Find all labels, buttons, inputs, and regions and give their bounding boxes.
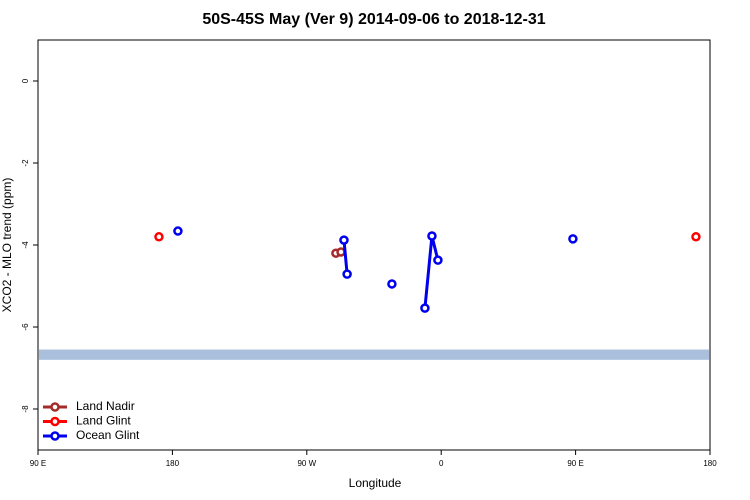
y-tick-label: 0	[21, 78, 30, 83]
x-tick-label: 90 W	[297, 459, 316, 468]
legend-label: Land Nadir	[76, 399, 135, 413]
point	[336, 247, 346, 257]
series-line	[344, 236, 573, 308]
y-tick-label: -2	[21, 159, 30, 167]
x-tick-label: 90 E	[567, 459, 583, 468]
point	[154, 232, 164, 242]
point	[387, 279, 397, 289]
point	[342, 269, 352, 279]
x-tick-label: 0	[439, 459, 444, 468]
band	[39, 349, 709, 360]
point	[433, 255, 443, 265]
y-tick-label: -8	[21, 405, 30, 413]
y-axis-label: XCO2 - MLO trend (ppm)	[0, 178, 14, 313]
point	[339, 235, 349, 245]
point	[173, 226, 183, 236]
legend-marker	[50, 431, 60, 441]
x-tick-label: 90 E	[30, 459, 46, 468]
point	[420, 303, 430, 313]
point	[691, 232, 701, 242]
point	[427, 231, 437, 241]
x-tick-label: 180	[166, 459, 180, 468]
y-tick-label: -4	[21, 241, 30, 249]
chart-title: 50S-45S May (Ver 9) 2014-09-06 to 2018-1…	[202, 11, 545, 28]
plot-frame	[37, 39, 711, 451]
legend-label: Ocean Glint	[76, 428, 140, 442]
y-tick-label: -6	[21, 323, 30, 331]
x-axis-label: Longitude	[349, 476, 402, 490]
x-tick-label: 180	[703, 459, 717, 468]
point	[568, 234, 578, 244]
legend-marker	[50, 416, 60, 427]
legend-marker	[50, 402, 60, 412]
legend-label: Land Glint	[76, 414, 131, 428]
